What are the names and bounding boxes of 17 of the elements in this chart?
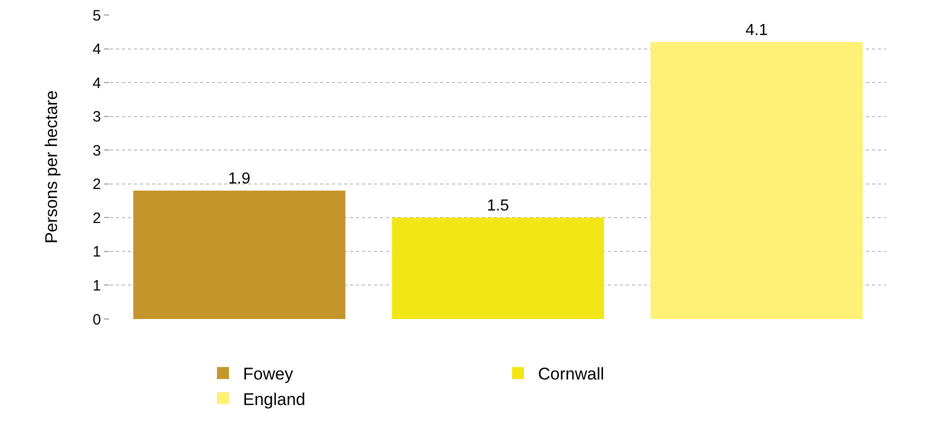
data-label: 1.5 — [486, 198, 510, 215]
data-label: 1.9 — [228, 170, 251, 188]
data-label: 4.1 — [745, 22, 768, 40]
y-tick-label: 2 — [92, 176, 101, 194]
y-tick-label: 2 — [92, 210, 101, 227]
y-tick-label: 0 — [92, 311, 101, 328]
y-tick-label: 1 — [92, 244, 101, 261]
y-axis-title: Persons per hectare — [42, 90, 62, 244]
y-tick-label: 4 — [92, 41, 101, 58]
y-tick-label: 5 — [92, 7, 101, 24]
y-tick-label: 4 — [92, 74, 101, 92]
y-tick-label: 3 — [92, 142, 101, 160]
y-tick-label: 3 — [92, 108, 101, 126]
legend-label: Cornwall — [538, 364, 604, 384]
y-tick-label: 1 — [92, 277, 101, 294]
legend-label: Fowey — [243, 364, 294, 384]
legend-label: England — [243, 390, 306, 409]
